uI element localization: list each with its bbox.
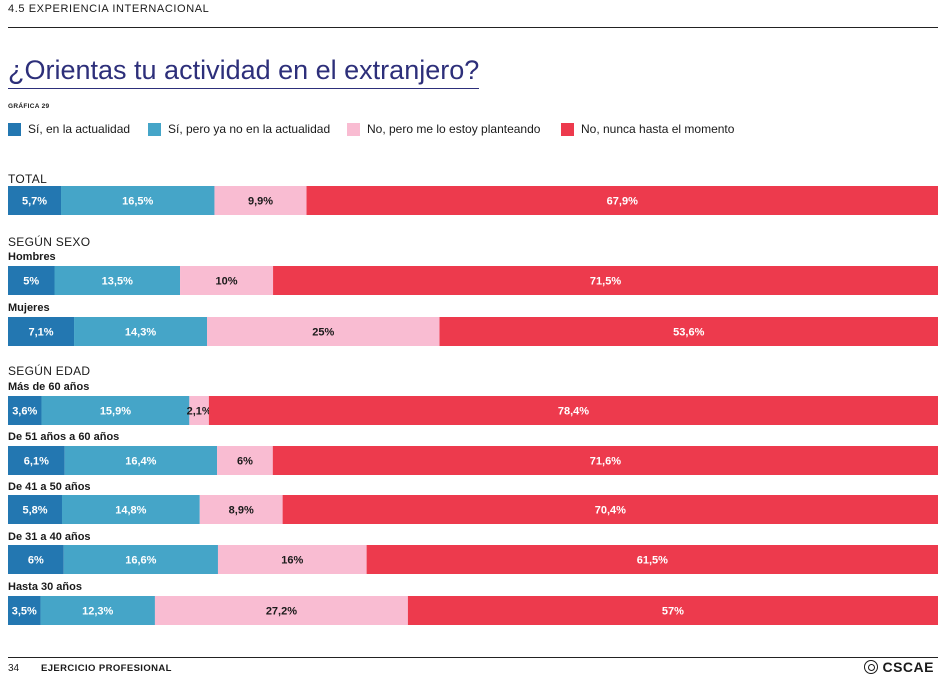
bar-segment-si-no-actualidad <box>61 495 200 524</box>
bar-segment-si-actualidad <box>8 396 42 425</box>
row-label-hasta-30: Hasta 30 años <box>8 581 82 593</box>
row-label-51-60: De 51 años a 60 años <box>8 431 120 443</box>
brand-emblem-icon <box>864 660 879 674</box>
legend-label: No, nunca hasta el momento <box>581 122 735 136</box>
data-label-si-no-actualidad: 13,5% <box>102 276 133 288</box>
data-label-no-planteando: 2,1% <box>187 406 212 418</box>
data-label-no-nunca: 67,9% <box>607 196 638 208</box>
legend-swatch <box>148 122 161 136</box>
bar-segment-no-nunca <box>273 266 938 295</box>
footer-section-title: EJERCICIO PROFESIONAL <box>41 663 172 674</box>
data-label-si-no-actualidad: 15,9% <box>100 406 131 418</box>
figure-id: GRÁFICA 29 <box>8 103 50 110</box>
bar-segment-no-planteando <box>199 495 283 524</box>
row-label-hombres: Hombres <box>8 251 56 263</box>
bar-segment-no-planteando <box>180 266 274 295</box>
legend-swatch <box>8 122 21 136</box>
data-label-si-no-actualidad: 14,8% <box>115 505 146 517</box>
bar-segment-si-no-actualidad <box>74 317 208 346</box>
bar-segment-no-nunca <box>208 396 938 425</box>
data-label-si-no-actualidad: 16,6% <box>125 555 156 567</box>
footer-divider <box>8 657 938 658</box>
data-label-no-planteando: 8,9% <box>229 505 254 517</box>
bar-segment-si-actualidad <box>8 186 62 215</box>
data-label-no-planteando: 6% <box>237 456 253 468</box>
data-label-no-nunca: 57% <box>662 606 684 618</box>
legend-label: Sí, pero ya no en la actualidad <box>168 122 331 136</box>
bar-segment-si-no-actualidad <box>41 396 190 425</box>
data-label-no-planteando: 10% <box>216 276 238 288</box>
legend-label: Sí, en la actualidad <box>28 122 131 136</box>
data-label-si-actualidad: 5% <box>23 276 39 288</box>
data-label-no-nunca: 53,6% <box>673 327 704 339</box>
data-label-no-planteando: 9,9% <box>248 196 273 208</box>
row-label-41-50: De 41 a 50 años <box>8 481 91 493</box>
bar-segment-no-planteando <box>217 446 273 475</box>
row-label-mujeres: Mujeres <box>8 302 50 314</box>
legend-item-no-planteando: No, pero me lo estoy planteando <box>347 122 540 136</box>
data-label-si-no-actualidad: 16,4% <box>125 456 156 468</box>
bar-segment-no-planteando <box>189 396 209 425</box>
legend-item-si-actualidad: Sí, en la actualidad <box>8 122 130 136</box>
data-label-si-actualidad: 6,1% <box>24 456 49 468</box>
bar-segment-si-actualidad <box>8 446 65 475</box>
bar-segment-no-nunca <box>282 495 938 524</box>
data-label-si-actualidad: 3,5% <box>12 606 37 618</box>
bar-segment-no-nunca <box>407 596 938 625</box>
bar-segment-no-planteando <box>214 186 307 215</box>
brand-logo: CSCAE <box>864 659 934 675</box>
data-label-no-planteando: 25% <box>312 327 334 339</box>
section-header: 4.5 EXPERIENCIA INTERNACIONAL <box>8 3 210 15</box>
legend-swatch <box>561 122 574 136</box>
data-label-no-nunca: 70,4% <box>595 505 626 517</box>
bar-segment-si-no-actualidad <box>61 186 215 215</box>
group-label-edad: SEGÚN EDAD <box>8 364 91 378</box>
data-label-si-no-actualidad: 12,3% <box>82 606 113 618</box>
bar-segment-no-planteando <box>154 596 408 625</box>
bar-segment-si-actualidad <box>8 317 75 346</box>
data-label-no-planteando: 16% <box>281 555 303 567</box>
bar-segment-no-nunca <box>272 446 938 475</box>
data-label-si-actualidad: 5,8% <box>22 505 47 517</box>
data-label-si-actualidad: 5,7% <box>22 196 47 208</box>
legend-item-no-nunca: No, nunca hasta el momento <box>561 122 734 136</box>
group-label-sexo: SEGÚN SEXO <box>8 235 91 249</box>
legend-label: No, pero me lo estoy planteando <box>367 122 541 136</box>
data-label-no-nunca: 71,5% <box>590 276 621 288</box>
bar-segment-si-no-actualidad <box>63 545 218 574</box>
data-label-no-nunca: 78,4% <box>558 406 589 418</box>
data-label-si-no-actualidad: 16,5% <box>122 196 153 208</box>
bar-segment-si-actualidad <box>8 596 41 625</box>
bar-segment-si-no-actualidad <box>40 596 155 625</box>
data-label-si-actualidad: 6% <box>28 555 44 567</box>
data-label-no-nunca: 71,6% <box>590 456 621 468</box>
bar-segment-si-no-actualidad <box>64 446 218 475</box>
legend-swatch <box>347 122 360 136</box>
bar-segment-no-nunca <box>306 186 938 215</box>
data-label-no-planteando: 27,2% <box>266 606 297 618</box>
brand-name: CSCAE <box>882 659 934 675</box>
data-label-si-no-actualidad: 14,3% <box>125 327 156 339</box>
row-label-mas-60: Más de 60 años <box>8 381 90 393</box>
bar-segment-si-actualidad <box>8 266 55 295</box>
header-divider <box>8 27 938 28</box>
data-label-si-actualidad: 3,6% <box>12 406 37 418</box>
page-title: ¿Orientas tu actividad en el extranjero? <box>8 54 480 89</box>
row-label-31-40: De 31 a 40 años <box>8 531 91 543</box>
group-label-total: TOTAL <box>8 172 48 186</box>
bar-segment-no-planteando <box>217 545 367 574</box>
bar-segment-si-actualidad <box>8 545 64 574</box>
page-number: 34 <box>8 663 20 674</box>
data-label-no-nunca: 61,5% <box>637 555 668 567</box>
data-label-si-actualidad: 7,1% <box>28 327 53 339</box>
bar-segment-no-nunca <box>439 317 938 346</box>
bar-segment-no-nunca <box>366 545 938 574</box>
bar-segment-si-no-actualidad <box>54 266 181 295</box>
bar-segment-no-planteando <box>207 317 440 346</box>
bar-segment-si-actualidad <box>8 495 62 524</box>
legend-item-si-no-actualidad: Sí, pero ya no en la actualidad <box>148 122 330 136</box>
